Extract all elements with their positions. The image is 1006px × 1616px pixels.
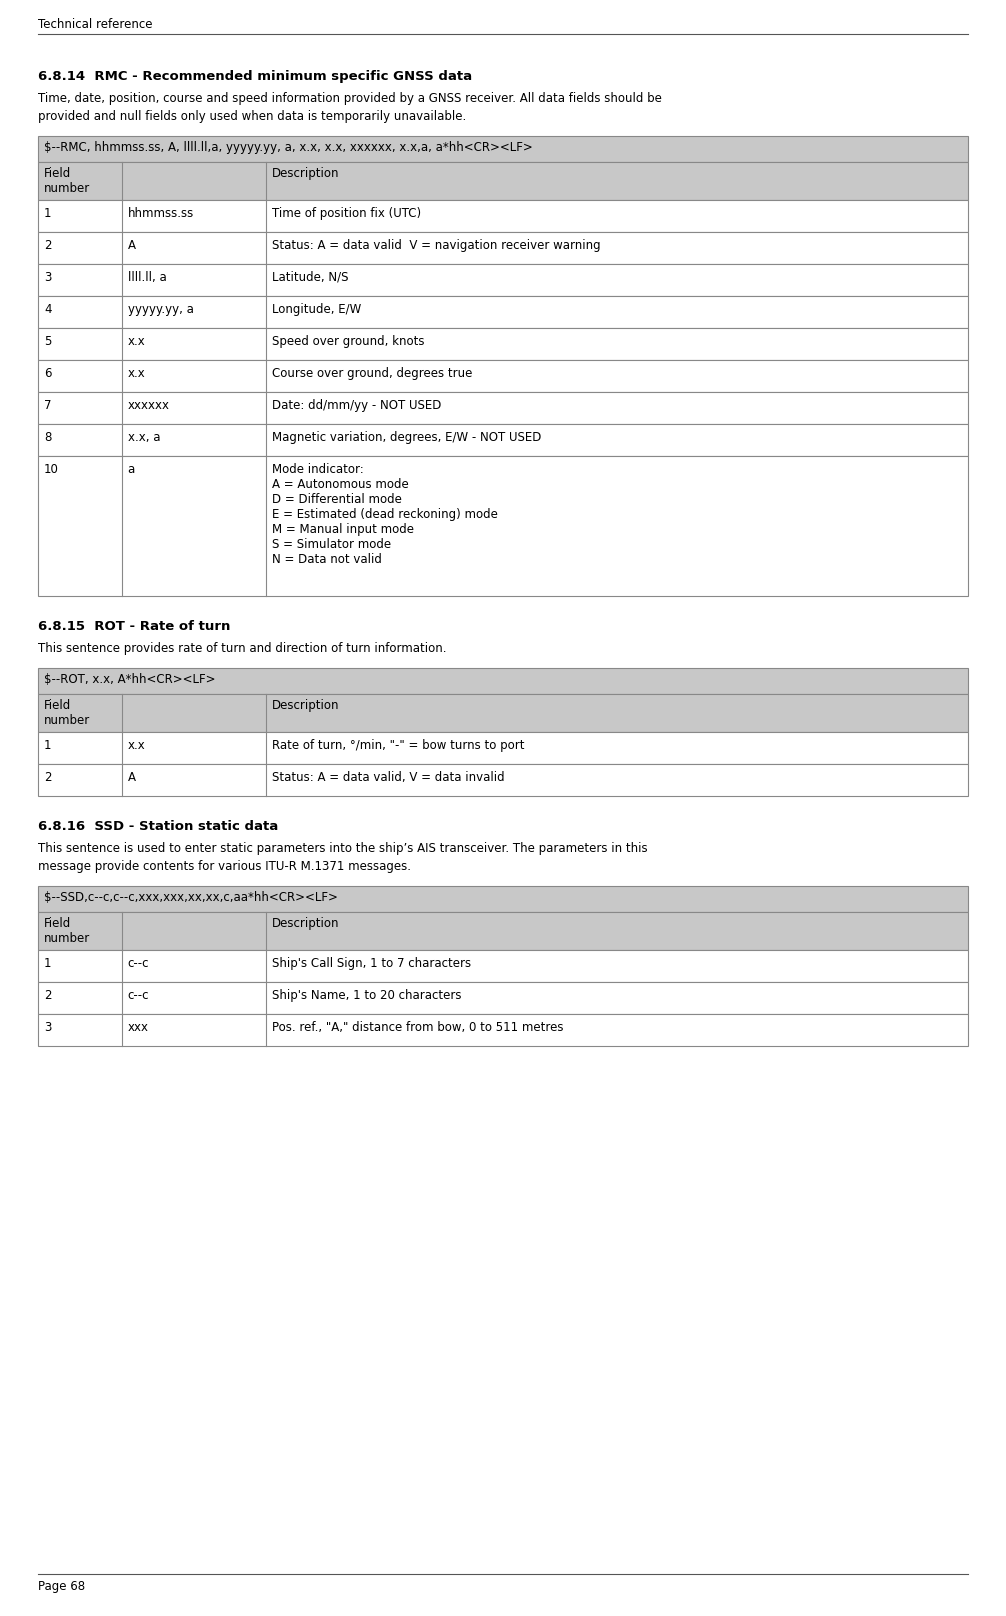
- Bar: [38, 263, 968, 296]
- Text: This sentence provides rate of turn and direction of turn information.: This sentence provides rate of turn and …: [38, 642, 447, 654]
- Text: A: A: [128, 771, 136, 784]
- Text: Pos. ref., "A," distance from bow, 0 to 511 metres: Pos. ref., "A," distance from bow, 0 to …: [272, 1021, 563, 1034]
- Text: 6.8.15  ROT - Rate of turn: 6.8.15 ROT - Rate of turn: [38, 621, 230, 633]
- Text: 1: 1: [44, 739, 51, 751]
- Text: c--c: c--c: [128, 989, 149, 1002]
- Text: Field
number: Field number: [44, 916, 91, 945]
- Bar: [38, 296, 968, 328]
- Bar: [38, 911, 968, 950]
- Text: Mode indicator:
A = Autonomous mode
D = Differential mode
E = Estimated (dead re: Mode indicator: A = Autonomous mode D = …: [272, 464, 498, 566]
- Text: hhmmss.ss: hhmmss.ss: [128, 207, 194, 220]
- Bar: [38, 950, 968, 983]
- Text: provided and null fields only used when data is temporarily unavailable.: provided and null fields only used when …: [38, 110, 466, 123]
- Text: 1: 1: [44, 957, 51, 970]
- Text: Latitude, N/S: Latitude, N/S: [272, 271, 348, 284]
- Text: x.x, a: x.x, a: [128, 431, 160, 444]
- Text: Technical reference: Technical reference: [38, 18, 153, 31]
- Text: $--ROT, x.x, A*hh<CR><LF>: $--ROT, x.x, A*hh<CR><LF>: [44, 672, 215, 687]
- Bar: [38, 983, 968, 1013]
- Bar: [38, 732, 968, 764]
- Text: This sentence is used to enter static parameters into the ship’s AIS transceiver: This sentence is used to enter static pa…: [38, 842, 648, 855]
- Text: 10: 10: [44, 464, 59, 477]
- Text: $--SSD,c--c,c--c,xxx,xxx,xx,xx,c,aa*hh<CR><LF>: $--SSD,c--c,c--c,xxx,xxx,xx,xx,c,aa*hh<C…: [44, 890, 338, 903]
- Text: 3: 3: [44, 271, 51, 284]
- Text: Ship's Name, 1 to 20 characters: Ship's Name, 1 to 20 characters: [272, 989, 462, 1002]
- Text: yyyyy.yy, a: yyyyy.yy, a: [128, 304, 193, 317]
- Bar: [38, 764, 968, 797]
- Text: 8: 8: [44, 431, 51, 444]
- Text: 2: 2: [44, 239, 51, 252]
- Text: a: a: [128, 464, 135, 477]
- Text: Speed over ground, knots: Speed over ground, knots: [272, 335, 425, 347]
- Text: Description: Description: [272, 700, 339, 713]
- Text: x.x: x.x: [128, 739, 146, 751]
- Text: Rate of turn, °/min, "-" = bow turns to port: Rate of turn, °/min, "-" = bow turns to …: [272, 739, 524, 751]
- Text: Status: A = data valid, V = data invalid: Status: A = data valid, V = data invalid: [272, 771, 504, 784]
- Text: llll.ll, a: llll.ll, a: [128, 271, 166, 284]
- Text: A: A: [128, 239, 136, 252]
- Bar: [38, 328, 968, 360]
- Bar: [38, 136, 968, 162]
- Text: 4: 4: [44, 304, 51, 317]
- Text: 6.8.14  RMC - Recommended minimum specific GNSS data: 6.8.14 RMC - Recommended minimum specifi…: [38, 69, 472, 82]
- Text: message provide contents for various ITU-R M.1371 messages.: message provide contents for various ITU…: [38, 860, 411, 873]
- Text: xxx: xxx: [128, 1021, 149, 1034]
- Bar: [38, 360, 968, 393]
- Bar: [38, 886, 968, 911]
- Bar: [38, 456, 968, 596]
- Text: xxxxxx: xxxxxx: [128, 399, 170, 412]
- Text: Description: Description: [272, 916, 339, 929]
- Text: 5: 5: [44, 335, 51, 347]
- Text: 1: 1: [44, 207, 51, 220]
- Text: x.x: x.x: [128, 335, 146, 347]
- Bar: [38, 1013, 968, 1046]
- Bar: [38, 693, 968, 732]
- Text: 3: 3: [44, 1021, 51, 1034]
- Text: Course over ground, degrees true: Course over ground, degrees true: [272, 367, 472, 380]
- Text: Ship's Call Sign, 1 to 7 characters: Ship's Call Sign, 1 to 7 characters: [272, 957, 471, 970]
- Text: x.x: x.x: [128, 367, 146, 380]
- Bar: [38, 423, 968, 456]
- Text: Description: Description: [272, 166, 339, 179]
- Text: Field
number: Field number: [44, 166, 91, 196]
- Text: 6.8.16  SSD - Station static data: 6.8.16 SSD - Station static data: [38, 819, 279, 832]
- Bar: [38, 667, 968, 693]
- Text: Time, date, position, course and speed information provided by a GNSS receiver. : Time, date, position, course and speed i…: [38, 92, 662, 105]
- Text: Date: dd/mm/yy - NOT USED: Date: dd/mm/yy - NOT USED: [272, 399, 442, 412]
- Text: $--RMC, hhmmss.ss, A, llll.ll,a, yyyyy.yy, a, x.x, x.x, xxxxxx, x.x,a, a*hh<CR><: $--RMC, hhmmss.ss, A, llll.ll,a, yyyyy.y…: [44, 141, 533, 154]
- Text: c--c: c--c: [128, 957, 149, 970]
- Bar: [38, 233, 968, 263]
- Text: Page 68: Page 68: [38, 1580, 86, 1593]
- Text: 7: 7: [44, 399, 51, 412]
- Text: 2: 2: [44, 771, 51, 784]
- Text: Longitude, E/W: Longitude, E/W: [272, 304, 361, 317]
- Text: Status: A = data valid  V = navigation receiver warning: Status: A = data valid V = navigation re…: [272, 239, 601, 252]
- Bar: [38, 162, 968, 200]
- Text: 6: 6: [44, 367, 51, 380]
- Text: Field
number: Field number: [44, 700, 91, 727]
- Bar: [38, 393, 968, 423]
- Text: Magnetic variation, degrees, E/W - NOT USED: Magnetic variation, degrees, E/W - NOT U…: [272, 431, 541, 444]
- Text: 2: 2: [44, 989, 51, 1002]
- Bar: [38, 200, 968, 233]
- Text: Time of position fix (UTC): Time of position fix (UTC): [272, 207, 421, 220]
